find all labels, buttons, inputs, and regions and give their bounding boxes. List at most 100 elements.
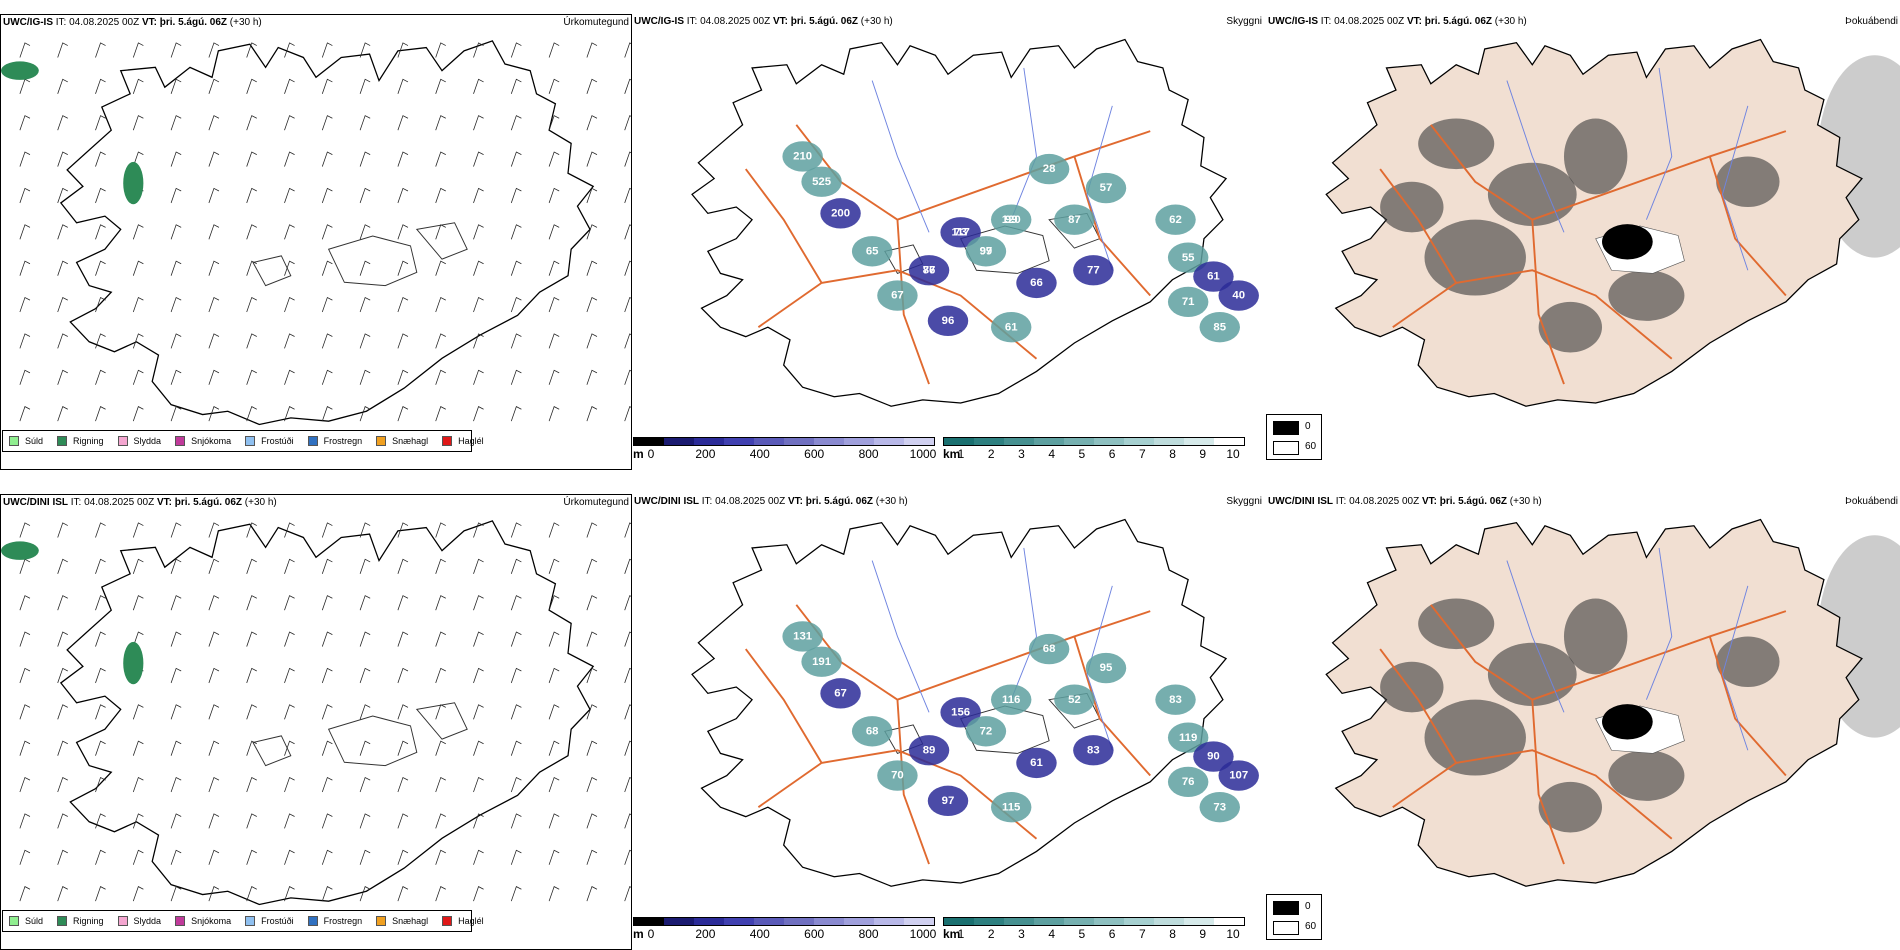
wind-barb [246, 886, 257, 902]
road [1430, 124, 1787, 221]
wind-barb [284, 78, 295, 94]
wind-barb [510, 333, 522, 349]
legend-swatch [376, 916, 387, 926]
legend-label: Frostregn [323, 436, 363, 446]
wind-barb [548, 333, 560, 349]
fog-index-panel: UWC/IG-IS IT: 04.08.2025 00Z VT: þri. 5.… [1266, 14, 1900, 424]
wind-barb [95, 406, 106, 422]
wind-barb [435, 849, 446, 865]
wind-barb [510, 151, 522, 167]
wind-barb [624, 740, 631, 756]
wind-barb [284, 42, 295, 58]
wind-barb [548, 151, 560, 167]
colorbar-tick: 400 [749, 447, 770, 461]
fog-area [1424, 699, 1526, 776]
panel-header: UWC/IG-IS IT: 04.08.2025 00Z VT: þri. 5.… [1, 15, 631, 31]
ceiling-value-label: 87 [1068, 214, 1081, 226]
fog-area [1716, 636, 1780, 688]
wind-barb [132, 260, 144, 276]
wind-barb [95, 224, 106, 240]
visibility-map: 1179912086676566875720052561962102877718… [691, 38, 1259, 407]
colorbar-tick: 0 [647, 447, 655, 461]
wind-barb [586, 667, 598, 684]
wind-barb [624, 886, 631, 902]
wind-barb [548, 740, 560, 756]
ceiling-value-label: 156 [951, 706, 970, 718]
colorbar-unit: m [633, 927, 644, 941]
wind-barb [473, 406, 484, 422]
legend-swatch [175, 436, 186, 446]
ceiling-value-label: 77 [1087, 264, 1100, 276]
low-ceiling-area [1028, 633, 1070, 665]
fog-area [1538, 301, 1603, 353]
wind-barb [359, 333, 371, 349]
lead-time: (+30 h) [244, 497, 277, 508]
wind-barb [246, 260, 257, 276]
legend-swatch [117, 916, 128, 926]
wind-barb [246, 595, 257, 611]
wind-barb [132, 333, 144, 349]
colorbar-tick: 2 [987, 927, 995, 941]
wind-barb [57, 224, 68, 240]
low-ceiling-area [851, 236, 893, 267]
low-ceiling-area [990, 791, 1032, 823]
wind-barb [359, 558, 371, 574]
wind-barb [624, 704, 631, 720]
low-ceiling-area [1054, 684, 1095, 715]
wind-barb [548, 224, 560, 240]
wind-barb [246, 558, 257, 574]
wind-barb [321, 740, 333, 756]
fog-area [1563, 598, 1628, 675]
ceiling-value-label: 99 [980, 245, 993, 257]
legend-item: Snjókoma [175, 916, 231, 926]
panel-title: Úrkomutegund [563, 17, 629, 28]
wind-barb [246, 115, 257, 131]
wind-barb [284, 704, 295, 720]
ceiling-value-label: 62 [1169, 214, 1182, 226]
ceiling-value-label: 61 [1005, 321, 1018, 333]
river [1645, 67, 1673, 220]
wind-barb [359, 595, 371, 611]
river [1721, 105, 1749, 271]
wind-barb [624, 78, 631, 94]
wind-barb [208, 187, 220, 204]
wind-barb [208, 667, 220, 684]
wind-barb [510, 224, 522, 240]
visibility-map: 156 72 116 89 70 68 61 52 95 67 191 115 97 131 68 83 76 7… [691, 518, 1259, 887]
legend-label: Rigning [73, 436, 104, 446]
wind-barb [548, 406, 560, 422]
vt-label: VT: [1421, 496, 1437, 507]
colorbar-tick: 6 [1108, 447, 1116, 461]
low-ceiling-area [1085, 652, 1127, 684]
wind-barb [321, 849, 333, 865]
wind-barb [510, 406, 522, 422]
legend-swatch [442, 916, 453, 926]
lead-time: (+30 h) [1509, 496, 1542, 507]
wind-barb [132, 369, 144, 385]
colorbar-tick: 800 [858, 447, 879, 461]
ceiling-value-label: 131 [793, 631, 812, 643]
wind-barb [19, 740, 31, 756]
colorbar-tick: 6 [1108, 927, 1116, 941]
wind-barb [284, 813, 295, 829]
fog-area [1563, 118, 1628, 195]
road [1531, 699, 1565, 865]
wind-barb [57, 667, 68, 684]
wind-barb [473, 151, 484, 167]
wind-barb [321, 595, 333, 611]
wind-barb [473, 369, 484, 385]
colorbar-tick: 4 [1048, 927, 1055, 941]
wind-barb [510, 78, 522, 94]
panel-title: Þokuábendi [1845, 16, 1898, 27]
wind-barb [321, 260, 333, 276]
wind-barb [170, 704, 182, 720]
panel-header: UWC/IG-IS IT: 04.08.2025 00Z VT: þri. 5.… [632, 14, 1264, 30]
fog-area [1487, 162, 1577, 226]
low-ceiling-area [877, 760, 918, 791]
wind-barb [624, 115, 631, 131]
wind-barb [359, 776, 371, 793]
road [757, 269, 1038, 360]
wind-barb [473, 558, 484, 574]
wind-barb [435, 595, 446, 611]
wind-barb [397, 558, 409, 574]
